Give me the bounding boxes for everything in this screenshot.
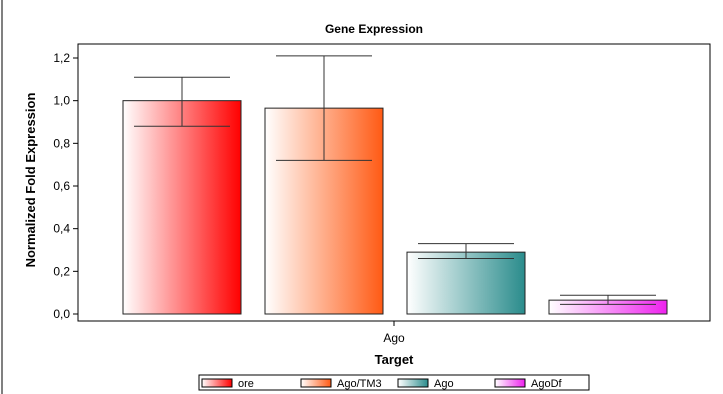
legend: ore Ago/TM3 Ago AgoDf: [201, 378, 563, 390]
x-axis-title: Target: [375, 352, 414, 367]
legend-swatch: [397, 378, 429, 388]
y-tick-label: 1,0: [53, 94, 70, 108]
bar-ago: [406, 251, 526, 315]
legend-box: [198, 374, 590, 391]
bars-group: [122, 55, 668, 315]
y-tick-label: 0,0: [53, 307, 70, 321]
legend-label: ore: [238, 378, 254, 390]
legend-label: Ago/TM3: [337, 378, 382, 390]
legend-swatch: [201, 378, 233, 388]
y-tick-label: 0,6: [53, 179, 70, 193]
y-tick-label: 1,2: [53, 51, 70, 65]
y-axis-ticks: 0,0 0,2 0,4 0,6 0,8 1,0 1,2: [53, 51, 78, 321]
legend-label: AgoDf: [531, 378, 563, 390]
chart-title: Gene Expression: [325, 22, 423, 36]
y-tick-label: 0,8: [53, 136, 70, 150]
y-tick-label: 0,4: [53, 222, 70, 236]
legend-label: Ago: [434, 378, 454, 390]
y-axis-title: Normalized Fold Expression: [23, 93, 38, 268]
legend-swatch: [300, 378, 332, 388]
bar-ore: [122, 100, 242, 315]
x-tick-label: Ago: [383, 331, 405, 345]
y-tick-label: 0,2: [53, 264, 70, 278]
legend-swatch: [494, 378, 526, 388]
